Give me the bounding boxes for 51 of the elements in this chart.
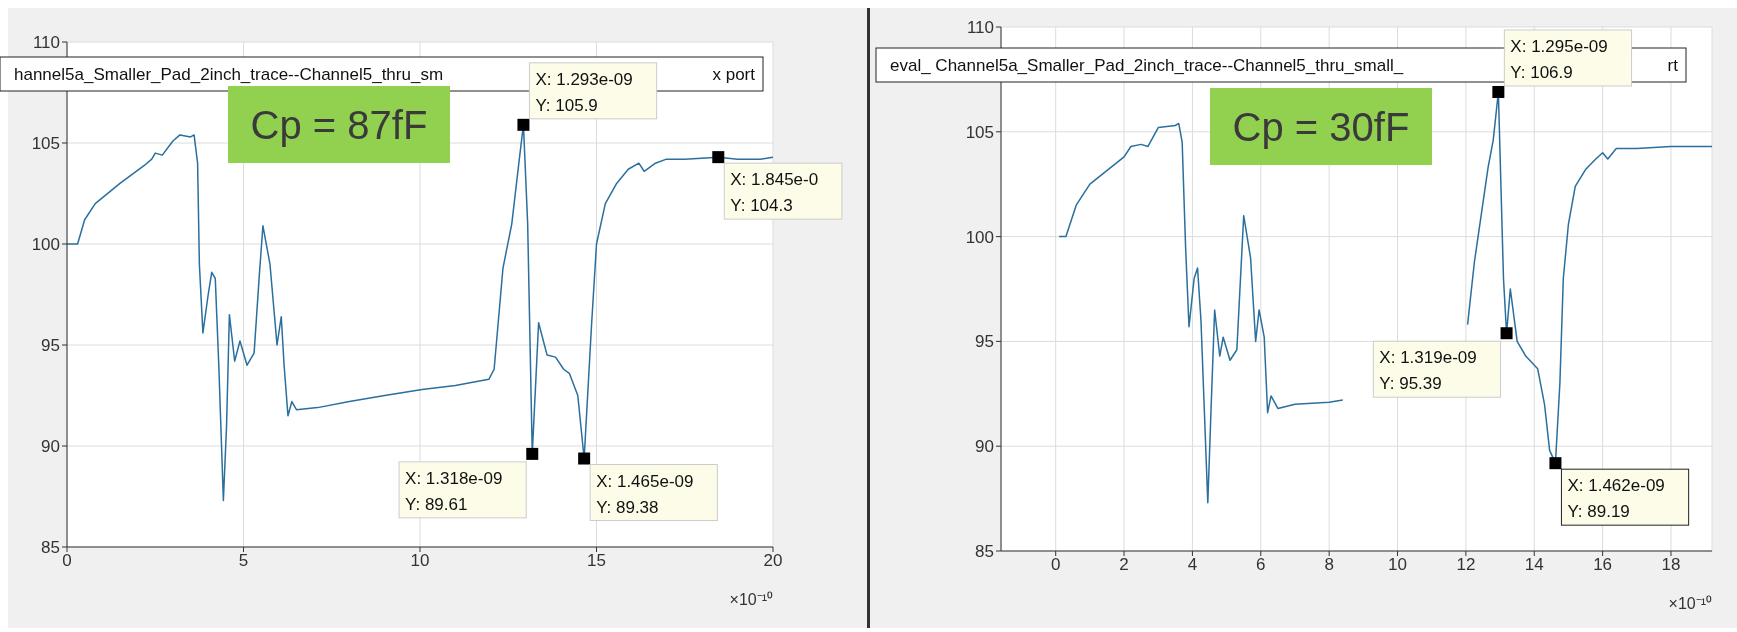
label-box: Cp = 30fF xyxy=(1210,88,1432,165)
annotation: X: 1.295e-09 Y: 106.9 xyxy=(1510,36,1608,82)
annotation: X: 1.318e-09 Y: 89.61 xyxy=(405,468,503,514)
label-box: Cp = 87fF xyxy=(228,86,450,163)
callout: X: 1.293e-09 Y: 105.9 xyxy=(517,62,658,131)
y-tick-label: 95 xyxy=(41,336,60,356)
x-tick-label: 14 xyxy=(1524,555,1544,575)
callout: X: 1.319e-09 Y: 95.39 xyxy=(1372,327,1513,398)
y-tick-label: 110 xyxy=(966,18,994,38)
x-tick-label: 15 xyxy=(587,551,606,571)
y-tick-label: 90 xyxy=(975,437,994,457)
callout: X: 1.295e-09 Y: 106.9 xyxy=(1492,29,1633,98)
x-tick-label: 2 xyxy=(1119,555,1129,575)
annotation: hannel5a_Smaller_Pad_2inch_trace--Channel5_thru_sm xyxy=(14,65,444,84)
x-tick-label: 0 xyxy=(1050,555,1061,575)
callout: X: 1.465e-09 Y: 89.38 xyxy=(578,452,718,521)
y-tick-label: 95 xyxy=(975,332,994,352)
y-tick-label: 85 xyxy=(41,538,60,558)
annotation: rt xyxy=(1667,56,1679,75)
x-tick-label: 12 xyxy=(1456,555,1476,575)
text: ×10⁻¹⁰ xyxy=(1668,595,1712,612)
x-tick-label: 4 xyxy=(1187,555,1198,575)
callout: X: 1.462e-09 Y: 89.19 xyxy=(1549,457,1690,526)
annotation: Cp = 30fF xyxy=(1232,105,1410,149)
y-tick-label: 105 xyxy=(965,122,994,142)
x-tick-label: 10 xyxy=(410,551,430,571)
y-tick-label: 100 xyxy=(965,227,994,247)
annotation: X: 1.465e-09 Y: 89.38 xyxy=(596,471,694,517)
annotation: x port xyxy=(712,65,756,84)
y-tick-label: 105 xyxy=(31,134,60,154)
y-tick-label: 90 xyxy=(41,437,60,457)
text: ×10⁻¹⁰ xyxy=(729,591,773,608)
x-tick-label: 8 xyxy=(1324,555,1334,575)
annotation: X: 1.845e-0 Y: 104.3 xyxy=(730,170,819,216)
y-tick-label: 110 xyxy=(32,33,60,53)
x-tick-label: 18 xyxy=(1661,555,1681,575)
x-tick-label: 5 xyxy=(238,551,249,571)
annotation: Cp = 87fF xyxy=(250,103,428,147)
y-tick-label: 100 xyxy=(31,235,60,255)
annotation: X: 1.293e-09 Y: 105.9 xyxy=(535,69,633,115)
x-tick-label: 10 xyxy=(1388,555,1407,575)
x-tick-label: 0 xyxy=(62,551,72,571)
callout: X: 1.845e-0 Y: 104.3 xyxy=(712,151,843,220)
callout: X: 1.318e-09 Y: 89.61 xyxy=(398,447,539,519)
x-tick-label: 6 xyxy=(1256,555,1266,575)
annotation: eval_ Channel5a_Smaller_Pad_2inch_trace--Channel5_thru_small_ xyxy=(890,56,1404,75)
x-tick-label: 16 xyxy=(1593,555,1613,575)
x-tick-label: 20 xyxy=(763,551,783,571)
y-tick-label: 85 xyxy=(975,542,994,562)
annotation: X: 1.462e-09 Y: 89.19 xyxy=(1567,476,1665,522)
annotation: X: 1.319e-09 Y: 95.39 xyxy=(1379,348,1477,394)
